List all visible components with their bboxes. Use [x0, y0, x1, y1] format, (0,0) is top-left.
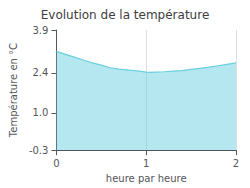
svg-text:0: 0: [53, 158, 59, 169]
svg-text:Température en °C: Température en °C: [8, 43, 19, 138]
svg-text:2.4: 2.4: [33, 67, 49, 78]
svg-text:1.0: 1.0: [33, 107, 49, 118]
svg-text:heure par heure: heure par heure: [106, 173, 187, 184]
svg-text:-0.3: -0.3: [29, 145, 49, 156]
svg-text:1: 1: [143, 158, 149, 169]
svg-text:2: 2: [233, 158, 239, 169]
svg-text:3.9: 3.9: [33, 25, 49, 36]
svg-text:Evolution de la température: Evolution de la température: [41, 8, 210, 22]
